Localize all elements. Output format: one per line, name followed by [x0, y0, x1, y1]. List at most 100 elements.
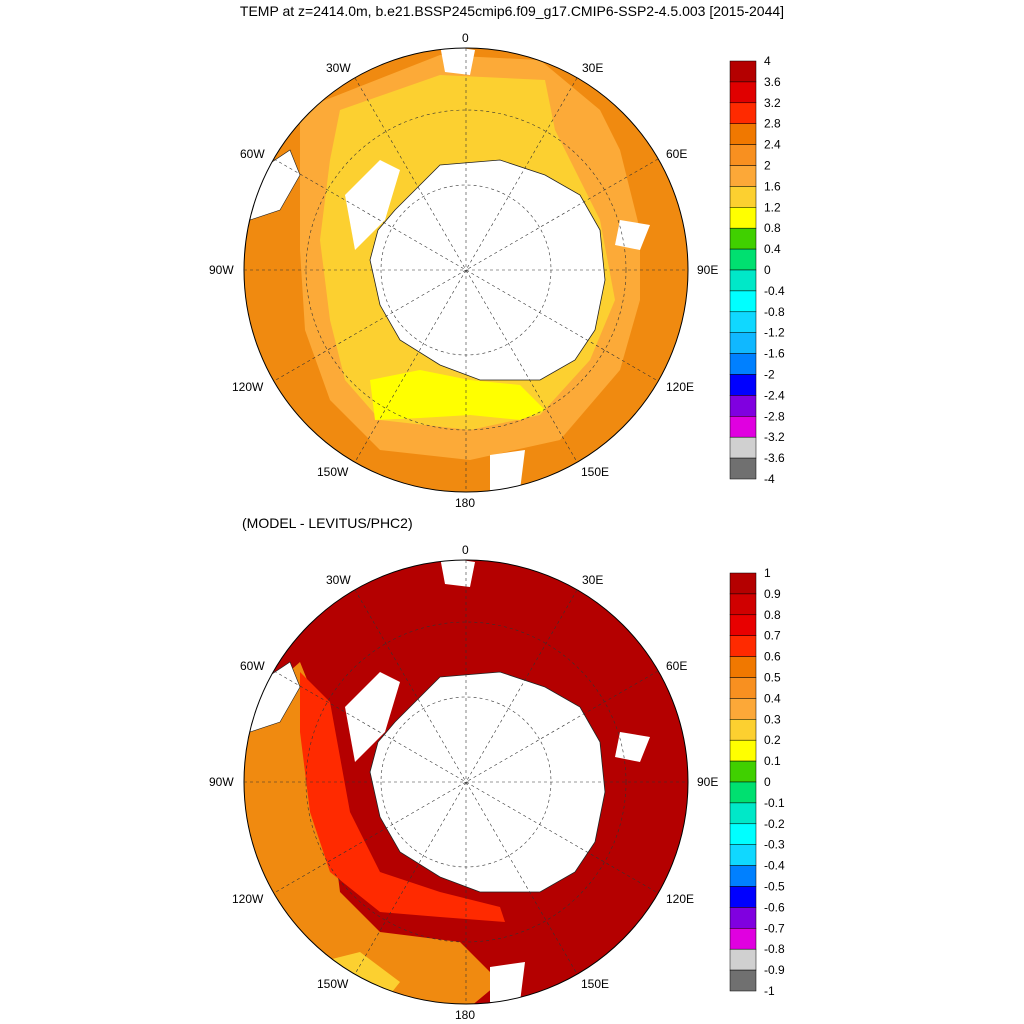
- lon-label-30e-b: 30E: [582, 573, 604, 587]
- bottom-colorbar-swatch: [729, 907, 757, 929]
- top-colorbar-tick-label: -1.6: [764, 347, 785, 361]
- lon-label-90w-b: 90W: [209, 775, 234, 789]
- bottom-grid: [244, 560, 688, 1004]
- bottom-colorbar-swatch: [729, 823, 757, 845]
- top-colorbar-swatch: [729, 186, 757, 208]
- top-colorbar-tick-label: 0.4: [764, 242, 781, 256]
- top-colorbar-swatch: [729, 269, 757, 292]
- bottom-colorbar-tick-label: -0.6: [764, 900, 785, 914]
- top-colorbar-swatch: [729, 311, 757, 333]
- bottom-colorbar-tick-label: -0.7: [764, 921, 785, 935]
- top-colorbar-tick-label: -0.8: [764, 305, 785, 319]
- lon-label-150e-b: 150E: [581, 977, 610, 991]
- top-colorbar-tick-label: -3.2: [764, 430, 785, 444]
- bottom-colorbar-swatch: [729, 677, 757, 699]
- top-colorbar-tick-label: -4: [764, 472, 775, 486]
- lon-label-150w-b: 150W: [317, 977, 349, 991]
- bottom-colorbar-swatch: [729, 572, 757, 595]
- bottom-colorbar-tick-label: -0.2: [764, 817, 785, 831]
- bottom-colorbar-swatch: [729, 593, 757, 616]
- lon-label-60e-b: 60E: [666, 659, 688, 673]
- lon-label-30w: 30W: [326, 61, 351, 75]
- antarctica-bottom: [369, 671, 606, 893]
- bottom-colorbar-swatch: [729, 969, 757, 992]
- top-colorbar-swatch: [729, 144, 757, 166]
- bottom-colorbar-swatch: [729, 656, 757, 678]
- top-colorbar-swatch: [729, 395, 757, 417]
- bottom-polar-map: [243, 559, 689, 1005]
- lon-label-60w: 60W: [240, 147, 265, 161]
- gap-right-top: [615, 220, 650, 250]
- top-colorbar-swatch: [729, 102, 757, 124]
- lon-label-30e: 30E: [582, 61, 604, 75]
- figure-subtitle: (MODEL - LEVITUS/PHC2): [242, 515, 413, 531]
- lon-label-120w-b: 120W: [232, 892, 264, 906]
- top-colorbar-tick-label: 2.4: [764, 138, 781, 152]
- top-colorbar-swatch: [729, 457, 757, 480]
- bottom-colorbar-swatch: [729, 760, 757, 783]
- bottom-colorbar-swatch: [729, 698, 757, 720]
- top-colorbar-swatch: [729, 436, 757, 459]
- nz-bottom: [490, 962, 525, 1002]
- bottom-red-sector: [300, 672, 505, 922]
- top-colorbar-swatch: [729, 290, 757, 313]
- bottom-colorbar-tick-label: 0: [764, 775, 771, 789]
- bottom-colorbar-swatch: [729, 865, 757, 887]
- bottom-colorbar-swatch: [729, 886, 757, 908]
- top-colorbar-tick-label: -2.4: [764, 388, 785, 402]
- bottom-colorbar-tick-label: -0.1: [764, 796, 785, 810]
- lon-label-180-b: 180: [455, 1008, 476, 1022]
- bottom-colorbar-tick-label: 0.3: [764, 712, 781, 726]
- top-colorbar-tick-label: -1.2: [764, 326, 785, 340]
- top-colorbar-tick-label: -2.8: [764, 409, 785, 423]
- top-colorbar-tick-label: 3.6: [764, 75, 781, 89]
- top-colorbar-tick-label: 4: [764, 54, 771, 68]
- bottom-colorbar-swatch: [729, 739, 757, 762]
- lon-label-150w: 150W: [317, 465, 349, 479]
- bottom-colorbar-tick-label: 0.8: [764, 608, 781, 622]
- top-colorbar-tick-label: 2.8: [764, 117, 781, 131]
- top-colorbar-tick-label: 1.2: [764, 200, 781, 214]
- bottom-colorbar-tick-label: -0.4: [764, 859, 785, 873]
- lon-label-0-b: 0: [462, 543, 469, 557]
- lon-label-120e: 120E: [666, 380, 695, 394]
- bottom-colorbar: 1 0.9 0.8 0.7 0.6 0.5 0.4 0.3 0.2 0.1 0 -0.1 -0.2 -0.…: [729, 566, 785, 998]
- shelf-top: [345, 160, 400, 250]
- bottom-colorbar-swatch: [729, 614, 757, 636]
- top-colorbar-tick-label: 0: [764, 263, 771, 277]
- bottom-colorbar-swatch: [729, 928, 757, 950]
- bottom-colorbar-tick-label: 0.4: [764, 691, 781, 705]
- lon-label-30w-b: 30W: [326, 573, 351, 587]
- bottom-colorbar-swatch: [729, 719, 757, 741]
- top-colorbar-swatch: [729, 165, 757, 187]
- bottom-colorbar-tick-label: 0.1: [764, 754, 781, 768]
- bottom-colorbar-swatch: [729, 781, 757, 804]
- bottom-colorbar-tick-label: 0.5: [764, 671, 781, 685]
- top-colorbar-swatch: [729, 248, 757, 271]
- bottom-colorbar-tick-label: 0.2: [764, 733, 781, 747]
- top-colorbar-swatch: [729, 416, 757, 438]
- top-colorbar-tick-label: -2: [764, 368, 775, 382]
- top-polar-map: [243, 47, 689, 493]
- top-colorbar-swatch: [729, 227, 757, 250]
- nz-top: [490, 450, 525, 490]
- bottom-colorbar-tick-label: 0.7: [764, 629, 781, 643]
- bottom-colorbar-swatch: [729, 948, 757, 971]
- top-colorbar-tick-label: 3.2: [764, 96, 781, 110]
- lon-label-90e-b: 90E: [697, 775, 719, 789]
- gap-right-bottom: [615, 732, 650, 762]
- top-core-warm: [370, 370, 545, 420]
- top-grid: [244, 48, 688, 492]
- lon-label-120w: 120W: [232, 380, 264, 394]
- top-colorbar-tick-label: 0.8: [764, 221, 781, 235]
- top-colorbar-swatch: [729, 123, 757, 145]
- bottom-colorbar-swatch: [729, 802, 757, 825]
- top-colorbar-tick-label: -3.6: [764, 451, 785, 465]
- top-colorbar-swatch: [729, 374, 757, 396]
- top-colorbar-tick-label: 2: [764, 159, 771, 173]
- top-colorbar-swatch: [729, 332, 757, 354]
- top-colorbar-tick-label: 1.6: [764, 179, 781, 193]
- top-colorbar-tick-label: -0.4: [764, 284, 785, 298]
- bottom-colorbar-tick-label: -1: [764, 984, 775, 998]
- bottom-colorbar-tick-label: -0.5: [764, 880, 785, 894]
